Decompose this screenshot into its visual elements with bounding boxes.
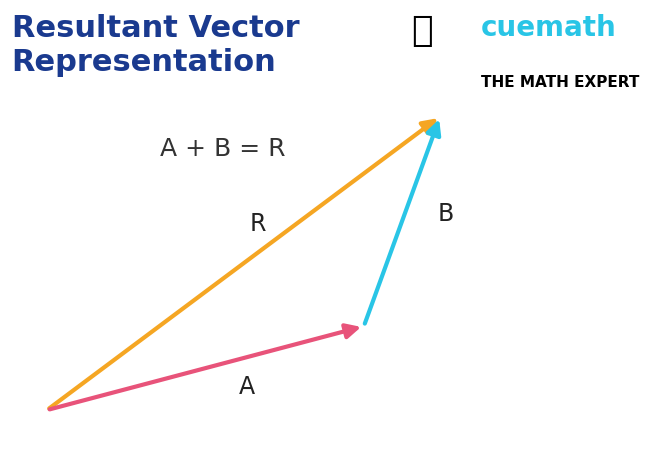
Text: A: A	[239, 375, 254, 399]
Text: Resultant Vector
Representation: Resultant Vector Representation	[12, 14, 300, 76]
Text: cuemath: cuemath	[481, 14, 617, 42]
Text: B: B	[438, 202, 454, 226]
Text: A + B = R: A + B = R	[160, 137, 286, 161]
Text: R: R	[250, 212, 266, 236]
Text: THE MATH EXPERT: THE MATH EXPERT	[481, 75, 640, 89]
Text: 🚀: 🚀	[411, 14, 432, 48]
